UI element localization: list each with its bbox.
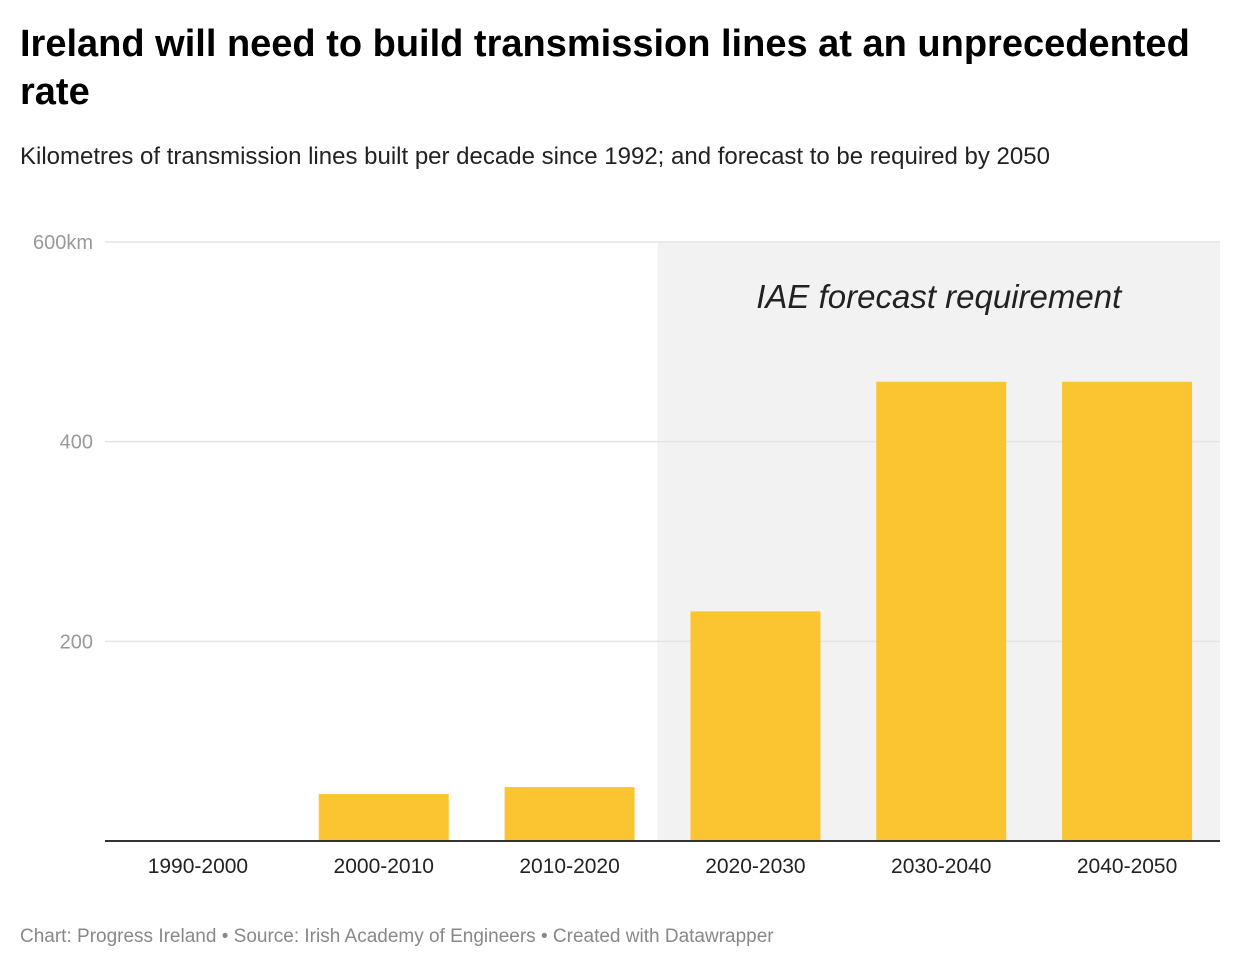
x-tick-label: 2020-2030: [705, 855, 805, 878]
source-credit: Source: Irish Academy of Engineers: [233, 926, 536, 947]
bar-2000-2010: [318, 794, 449, 841]
bar-2020-2030: [690, 611, 821, 841]
bar-2030-2040: [876, 381, 1007, 841]
bar-2040-2050: [1062, 381, 1193, 841]
y-tick-label: 200: [60, 631, 93, 653]
chart-subtitle: Kilometres of transmission lines built p…: [20, 143, 1050, 170]
chart-title: Ireland will need to build transmission …: [20, 23, 1190, 113]
bar-2010-2020: [504, 787, 635, 841]
footer-separator: •: [535, 926, 553, 947]
tool-credit: Created with Datawrapper: [552, 926, 774, 947]
x-tick-label: 2000-2010: [334, 855, 434, 878]
y-tick-label: 400: [60, 432, 93, 454]
x-tick-label: 2010-2020: [519, 855, 619, 878]
chart-credit: Chart: Progress Ireland: [20, 926, 217, 947]
x-tick-label: 1990-2000: [148, 855, 248, 878]
footer-separator: •: [216, 926, 234, 947]
y-tick-label: 600km: [33, 232, 93, 254]
x-tick-label: 2040-2050: [1077, 855, 1177, 878]
chart-footer: Chart: Progress Ireland • Source: Irish …: [20, 926, 774, 948]
bar-chart: 200 400 600km 1990-2000 2000-2010 2010-2020 20…: [33, 232, 1220, 878]
x-tick-label: 2030-2040: [891, 855, 991, 878]
forecast-annotation: IAE forecast requirement: [756, 278, 1123, 315]
